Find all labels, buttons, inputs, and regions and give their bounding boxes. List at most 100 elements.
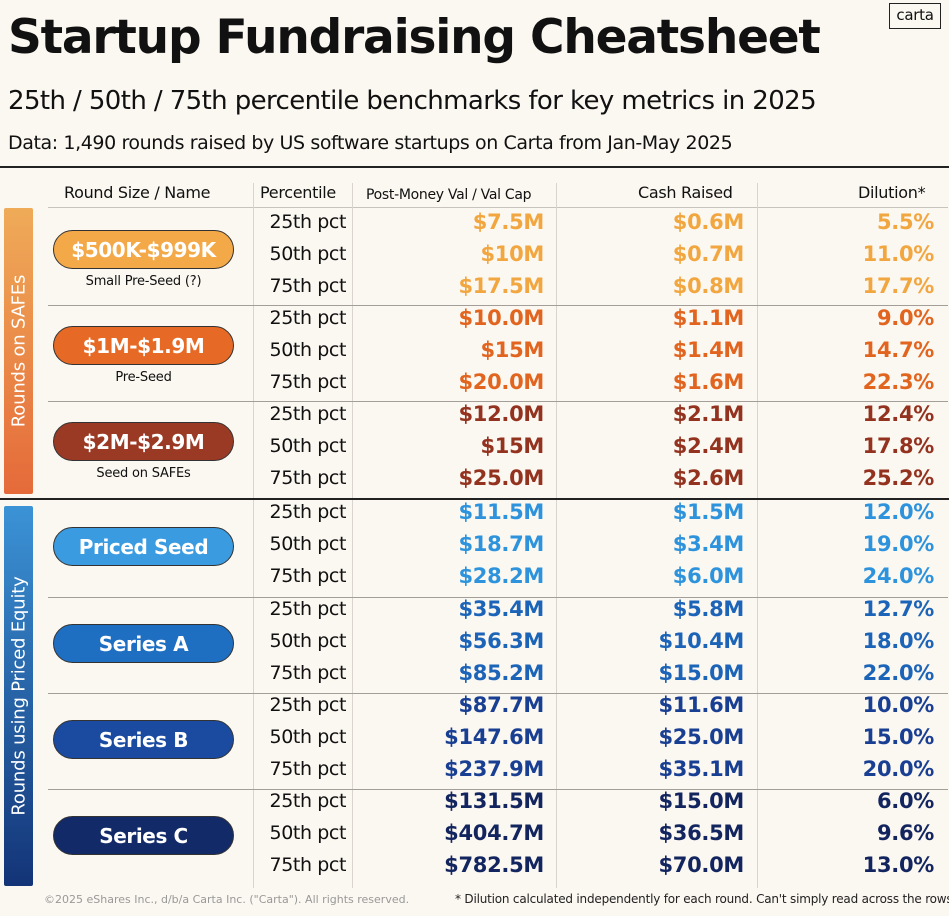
percentile-label: 50th pct xyxy=(269,435,347,457)
round-sublabel: Seed on SAFEs xyxy=(96,466,191,481)
valuation-value: $11.5M xyxy=(458,500,544,524)
cash-raised-value: $15.0M xyxy=(658,661,744,685)
valuation-value: $17.5M xyxy=(458,274,544,298)
cash-raised-value: $5.8M xyxy=(672,597,745,621)
percentile-label: 50th pct xyxy=(269,726,347,748)
section-label-text: Rounds on SAFEs xyxy=(8,274,29,428)
percentile-label: 75th pct xyxy=(269,662,347,684)
valuation-value: $28.2M xyxy=(458,564,544,588)
percentile-label: 50th pct xyxy=(269,822,347,844)
carta-logo: carta xyxy=(889,3,941,29)
cash-raised-value: $36.5M xyxy=(658,821,744,845)
cash-raised-value: $0.8M xyxy=(672,274,745,298)
section-label-text: Rounds using Priced Equity xyxy=(8,576,29,816)
dilution-value: 15.0% xyxy=(862,725,935,749)
page-subtitle: 25th / 50th / 75th percentile benchmarks… xyxy=(8,86,817,116)
cash-raised-value: $11.6M xyxy=(658,693,744,717)
col-header-valuation: Post-Money Val / Val Cap xyxy=(366,187,532,203)
valuation-value: $404.7M xyxy=(444,821,544,845)
dilution-value: 20.0% xyxy=(862,757,935,781)
dilution-value: 24.0% xyxy=(862,564,935,588)
percentile-label: 25th pct xyxy=(269,694,347,716)
page-title: Startup Fundraising Cheatsheet xyxy=(8,10,821,65)
dilution-value: 22.3% xyxy=(862,370,935,394)
dilution-value: 17.7% xyxy=(862,274,935,298)
round-pill: $500K-$999K xyxy=(53,230,234,269)
cash-raised-value: $1.5M xyxy=(672,500,745,524)
dilution-value: 18.0% xyxy=(862,629,935,653)
dilution-value: 10.0% xyxy=(862,693,935,717)
header-divider xyxy=(0,166,949,168)
round-separator xyxy=(48,789,948,790)
round-pill: $1M-$1.9M xyxy=(53,326,234,365)
round-sublabel: Small Pre-Seed (?) xyxy=(85,274,202,289)
dilution-value: 19.0% xyxy=(862,532,935,556)
percentile-label: 75th pct xyxy=(269,467,347,489)
valuation-value: $25.0M xyxy=(458,466,544,490)
percentile-label: 25th pct xyxy=(269,501,347,523)
valuation-value: $20.0M xyxy=(458,370,544,394)
round-sublabel: Pre-Seed xyxy=(115,370,172,385)
cash-raised-value: $0.6M xyxy=(672,210,745,234)
valuation-value: $15M xyxy=(480,434,544,458)
cash-raised-value: $10.4M xyxy=(658,629,744,653)
cash-raised-value: $1.1M xyxy=(672,306,745,330)
round-separator xyxy=(48,305,948,306)
col-divider xyxy=(352,183,353,888)
percentile-label: 75th pct xyxy=(269,371,347,393)
dilution-value: 12.7% xyxy=(862,597,935,621)
valuation-value: $12.0M xyxy=(458,402,544,426)
section-label-priced-equity: Rounds using Priced Equity xyxy=(4,506,33,886)
dilution-value: 9.0% xyxy=(876,306,934,330)
dilution-footnote: * Dilution calculated independently for … xyxy=(455,892,949,906)
cash-raised-value: $2.6M xyxy=(672,466,745,490)
valuation-value: $35.4M xyxy=(458,597,544,621)
cash-raised-value: $35.1M xyxy=(658,757,744,781)
col-header-cash: Cash Raised xyxy=(638,183,733,202)
percentile-label: 50th pct xyxy=(269,630,347,652)
valuation-value: $782.5M xyxy=(444,853,544,877)
dilution-value: 22.0% xyxy=(862,661,935,685)
cash-raised-value: $15.0M xyxy=(658,789,744,813)
cash-raised-value: $2.1M xyxy=(672,402,745,426)
dilution-value: 11.0% xyxy=(862,242,935,266)
header-underline xyxy=(48,207,948,208)
col-divider xyxy=(253,183,254,888)
cash-raised-value: $0.7M xyxy=(672,242,745,266)
valuation-value: $87.7M xyxy=(458,693,544,717)
dilution-value: 5.5% xyxy=(876,210,934,234)
valuation-value: $18.7M xyxy=(458,532,544,556)
data-source-note: Data: 1,490 rounds raised by US software… xyxy=(8,132,733,154)
percentile-label: 25th pct xyxy=(269,790,347,812)
col-header-dilution: Dilution* xyxy=(858,183,926,202)
valuation-value: $85.2M xyxy=(458,661,544,685)
dilution-value: 13.0% xyxy=(862,853,935,877)
percentile-label: 75th pct xyxy=(269,275,347,297)
dilution-value: 6.0% xyxy=(876,789,934,813)
percentile-label: 25th pct xyxy=(269,307,347,329)
cash-raised-value: $6.0M xyxy=(672,564,745,588)
percentile-label: 50th pct xyxy=(269,533,347,555)
dilution-value: 25.2% xyxy=(862,466,935,490)
col-header-percentile: Percentile xyxy=(260,183,336,202)
valuation-value: $7.5M xyxy=(472,210,545,234)
dilution-value: 12.4% xyxy=(862,402,935,426)
copyright-footer: ©2025 eShares Inc., d/b/a Carta Inc. ("C… xyxy=(44,893,410,906)
cash-raised-value: $70.0M xyxy=(658,853,744,877)
round-pill: Priced Seed xyxy=(53,527,234,566)
round-separator xyxy=(48,693,948,694)
valuation-value: $10M xyxy=(480,242,544,266)
round-separator xyxy=(48,401,948,402)
percentile-label: 75th pct xyxy=(269,565,347,587)
cash-raised-value: $1.4M xyxy=(672,338,745,362)
valuation-value: $15M xyxy=(480,338,544,362)
valuation-value: $10.0M xyxy=(458,306,544,330)
dilution-value: 9.6% xyxy=(876,821,934,845)
section-label-safes: Rounds on SAFEs xyxy=(4,208,33,494)
col-divider xyxy=(556,183,557,888)
section-divider xyxy=(0,498,949,500)
percentile-label: 50th pct xyxy=(269,339,347,361)
valuation-value: $237.9M xyxy=(444,757,544,781)
col-header-round: Round Size / Name xyxy=(64,183,211,202)
round-pill: Series A xyxy=(53,624,234,663)
